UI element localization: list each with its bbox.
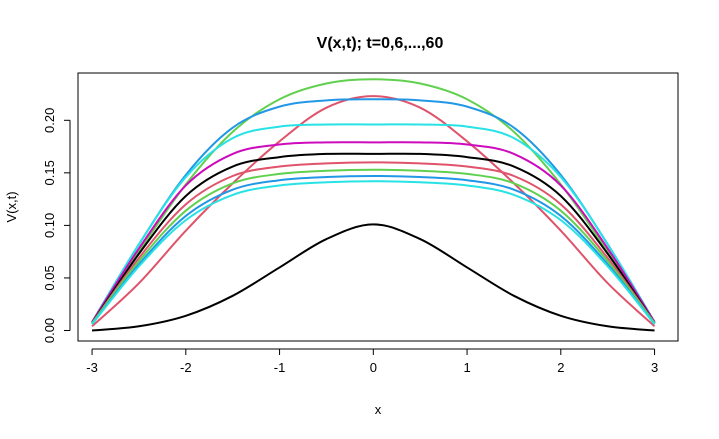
x-axis-label: x <box>375 402 382 417</box>
y-tick-label: 0.05 <box>42 265 57 290</box>
y-tick-label: 0.15 <box>42 160 57 185</box>
y-tick-label: 0.10 <box>42 213 57 238</box>
series-line-2 <box>91 78 656 324</box>
series-line-5 <box>91 141 656 323</box>
series-line-4 <box>91 123 656 323</box>
series-line-10 <box>91 180 656 325</box>
x-tick-label: 0 <box>370 360 377 375</box>
x-tick-label: 1 <box>463 360 470 375</box>
series-line-8 <box>91 168 656 324</box>
x-tick-label: 2 <box>557 360 564 375</box>
y-tick-label: 0.00 <box>42 318 57 343</box>
series-line-6 <box>91 152 656 324</box>
x-tick-label: -3 <box>86 360 98 375</box>
axes: -3 -2 -1 0 1 2 3 0.00 0.05 0.10 0.15 0.20 <box>42 108 658 375</box>
chart-title: V(x,t); t=0,6,...,60 <box>317 35 444 52</box>
plot-frame <box>77 72 679 342</box>
x-tick-label: 3 <box>651 360 658 375</box>
series-line-1 <box>91 95 656 328</box>
series-line-7 <box>91 161 656 324</box>
x-tick-label: -1 <box>274 360 286 375</box>
series-line-0 <box>91 223 655 332</box>
series-group <box>91 78 656 332</box>
y-tick-label: 0.20 <box>42 108 57 133</box>
series-line-3 <box>91 98 656 323</box>
x-tick-label: -2 <box>180 360 192 375</box>
y-axis-label: V(x,t) <box>4 191 19 222</box>
series-line-9 <box>91 175 656 325</box>
